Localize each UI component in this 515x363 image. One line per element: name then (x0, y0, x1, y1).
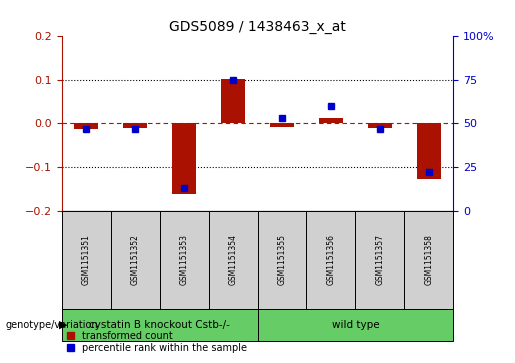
Bar (172, 123, 196, 195)
Bar (74, 123, 98, 129)
Bar (319, 118, 343, 123)
Bar (355, 211, 404, 309)
Text: GSM1151354: GSM1151354 (229, 234, 237, 285)
Bar (368, 123, 392, 128)
Text: GSM1151351: GSM1151351 (82, 234, 91, 285)
Text: ▶: ▶ (59, 320, 68, 330)
Text: genotype/variation: genotype/variation (5, 320, 98, 330)
Text: GSM1151353: GSM1151353 (180, 234, 188, 285)
Bar (160, 211, 209, 309)
Text: GSM1151357: GSM1151357 (375, 234, 384, 285)
Bar (404, 211, 453, 309)
Legend: transformed count, percentile rank within the sample: transformed count, percentile rank withi… (66, 331, 247, 353)
Bar (111, 211, 160, 309)
Bar (258, 211, 306, 309)
Text: GSM1151356: GSM1151356 (327, 234, 335, 285)
Bar (62, 309, 258, 341)
Bar (417, 123, 441, 179)
Text: GSM1151352: GSM1151352 (131, 234, 140, 285)
Text: cystatin B knockout Cstb-/-: cystatin B knockout Cstb-/- (89, 320, 230, 330)
Text: wild type: wild type (332, 320, 379, 330)
Bar (221, 79, 245, 123)
Bar (123, 123, 147, 128)
Title: GDS5089 / 1438463_x_at: GDS5089 / 1438463_x_at (169, 20, 346, 34)
Text: GSM1151358: GSM1151358 (424, 234, 433, 285)
Bar (306, 211, 355, 309)
Bar (270, 123, 294, 127)
Text: GSM1151355: GSM1151355 (278, 234, 286, 285)
Bar (209, 211, 258, 309)
Bar (62, 211, 111, 309)
Bar (258, 309, 453, 341)
